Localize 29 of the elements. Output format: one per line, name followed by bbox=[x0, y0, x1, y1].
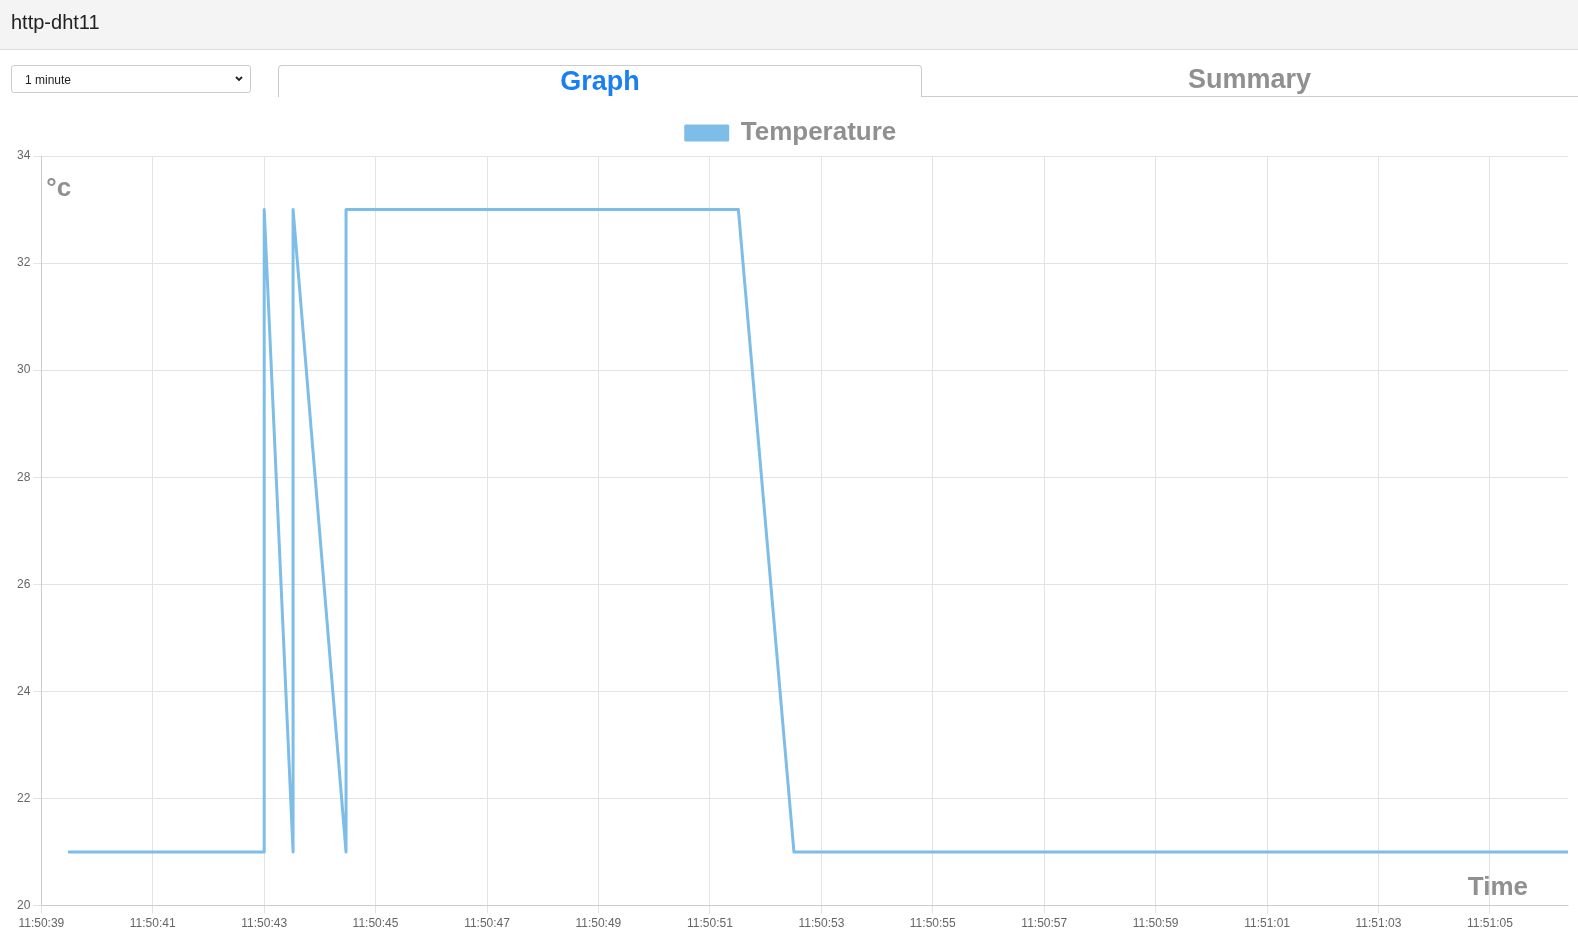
x-tick-label: 11:50:47 bbox=[464, 916, 511, 931]
x-tick-label: 11:50:51 bbox=[686, 916, 734, 931]
y-tick-label: 20 bbox=[16, 897, 31, 912]
chart-title: http-dht11 bbox=[11, 11, 100, 34]
x-tick-label: 11:50:41 bbox=[129, 916, 176, 931]
text: 1 minute bbox=[25, 73, 72, 87]
x-tick-label: 11:50:59 bbox=[1132, 916, 1179, 931]
y-tick-label: 30 bbox=[16, 362, 31, 377]
x-tick-label: 11:51:01 bbox=[1244, 916, 1291, 931]
x-tick-label: 11:51:05 bbox=[1467, 916, 1514, 931]
y-tick-label: 32 bbox=[16, 255, 31, 270]
x-tick-label: 11:51:03 bbox=[1355, 916, 1402, 931]
y-tick-label: 28 bbox=[16, 469, 31, 484]
x-tick-label: 11:50:55 bbox=[909, 916, 956, 931]
y-axis-title: °c bbox=[46, 172, 72, 203]
y-tick-label: 24 bbox=[16, 683, 31, 698]
x-axis-title: Time bbox=[1467, 870, 1528, 901]
y-tick-label: 34 bbox=[16, 148, 31, 163]
y-tick-label: 26 bbox=[16, 576, 31, 591]
text: Graph bbox=[278, 65, 922, 97]
x-tick-label: 11:50:49 bbox=[575, 916, 622, 931]
legend-label: Temperature bbox=[740, 116, 897, 147]
x-tick-label: 11:50:39 bbox=[18, 916, 65, 931]
x-tick-label: 11:50:57 bbox=[1021, 916, 1068, 931]
y-tick-label: 22 bbox=[16, 790, 31, 805]
x-tick-label: 11:50:43 bbox=[241, 916, 288, 931]
x-tick-label: 11:50:53 bbox=[798, 916, 845, 931]
x-tick-label: 11:50:45 bbox=[352, 916, 399, 931]
text: Summary bbox=[921, 64, 1578, 97]
